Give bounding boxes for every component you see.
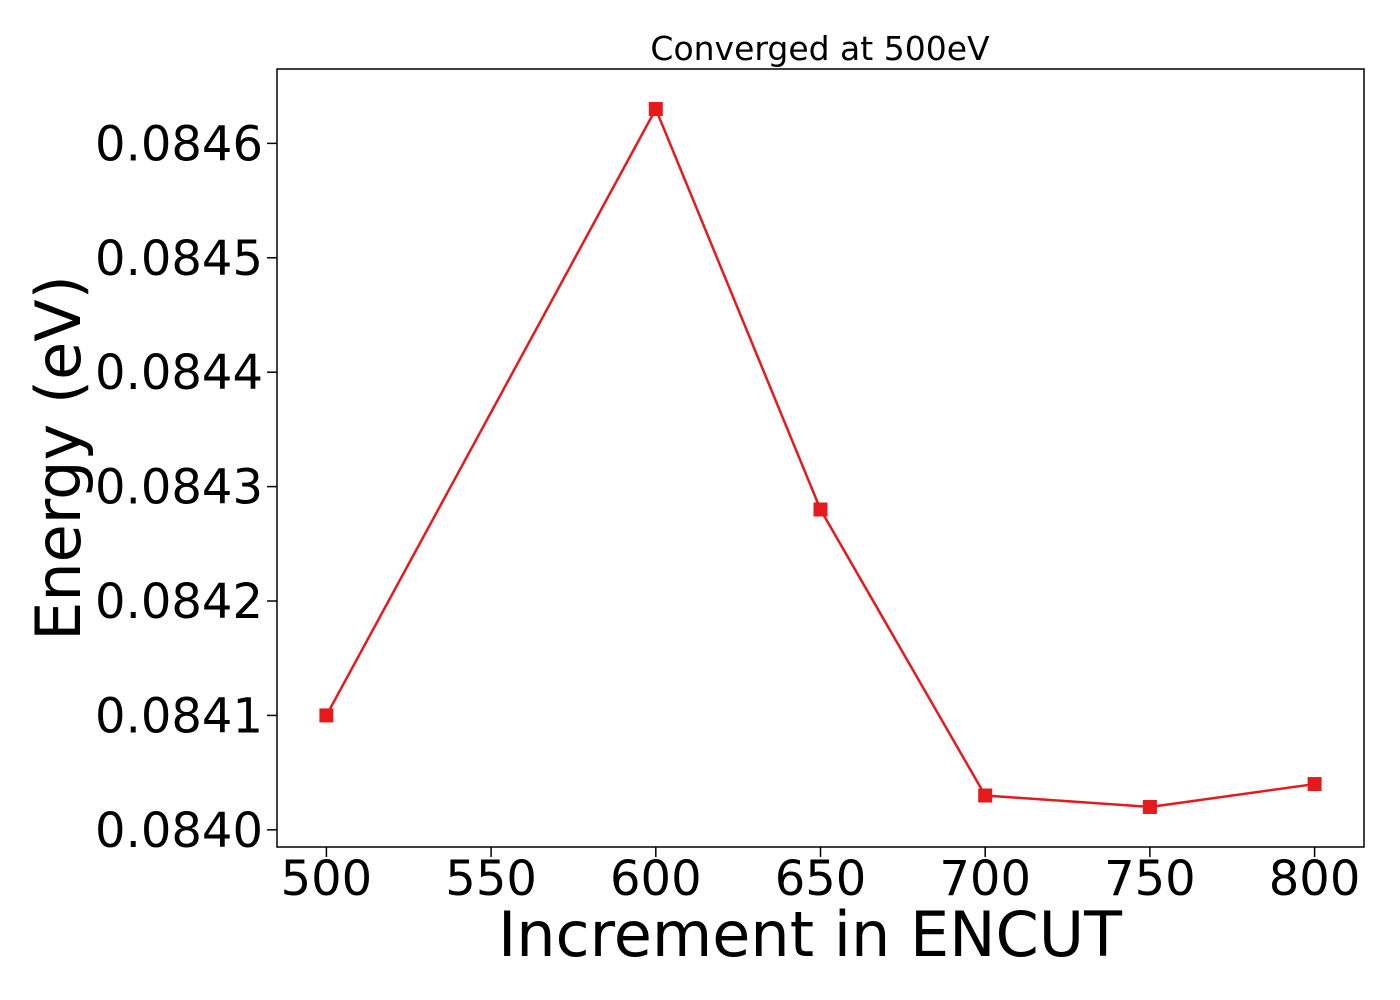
x-tick-label: 500 [281, 851, 373, 907]
y-tick-label: 0.0845 [95, 231, 263, 287]
chart-title: Converged at 500eV [650, 29, 990, 68]
x-tick-label: 750 [1104, 851, 1196, 907]
y-tick-label: 0.0842 [95, 574, 263, 630]
y-tick-label: 0.0840 [95, 803, 263, 859]
y-tick-label: 0.0846 [95, 116, 263, 172]
data-point [319, 708, 334, 723]
data-point [648, 102, 663, 117]
y-tick-label: 0.0841 [95, 688, 263, 744]
y-axis-label: Energy (eV) [22, 275, 95, 641]
data-point [813, 502, 828, 517]
series-line [325, 107, 1315, 809]
y-tick-label: 0.0844 [95, 345, 263, 401]
x-axis-label: Increment in ENCUT [498, 898, 1123, 971]
data-point [978, 788, 993, 803]
x-tick-label: 650 [775, 851, 867, 907]
x-axis: 500 550 600 650 700 750 800 [281, 847, 1361, 907]
y-tick-label: 0.0843 [95, 460, 263, 516]
data-point [1307, 777, 1322, 792]
x-tick-label: 800 [1269, 851, 1361, 907]
x-tick-label: 700 [939, 851, 1031, 907]
y-axis: 0.0840 0.0841 0.0842 0.0843 0.0844 0.0845 0.08… [95, 116, 277, 859]
x-tick-label: 600 [610, 851, 702, 907]
x-tick-label: 550 [445, 851, 537, 907]
plot-area [319, 102, 1322, 814]
data-point [1142, 799, 1157, 814]
